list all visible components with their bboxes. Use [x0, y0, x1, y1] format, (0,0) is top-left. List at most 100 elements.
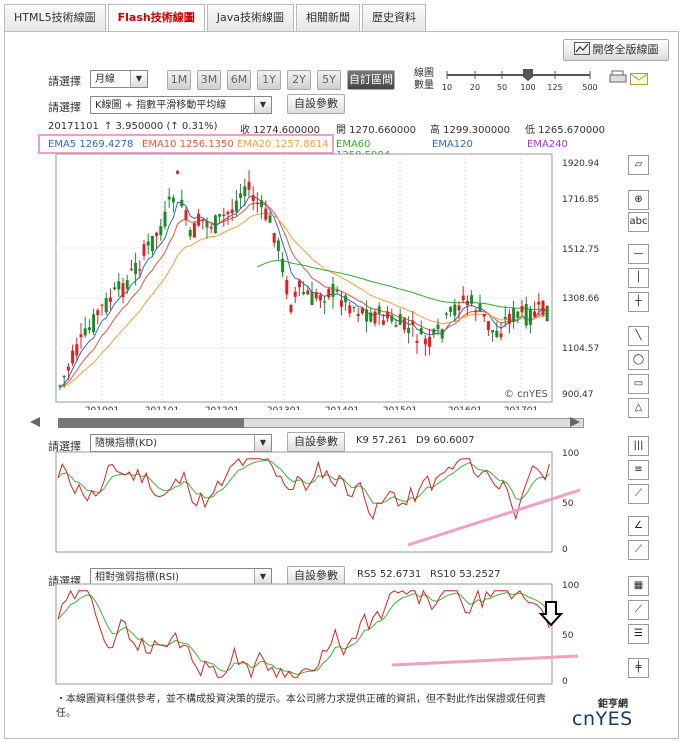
time-scrollbar[interactable] [30, 416, 584, 428]
candle-body [390, 315, 394, 322]
tab-flash-chart[interactable]: Flash技術線圖 [107, 4, 205, 33]
crosshair-icon[interactable]: ⊕ [628, 190, 649, 210]
tab-java-chart[interactable]: Java技術線圖 [206, 4, 294, 31]
vertical-line-icon[interactable]: │ [628, 268, 649, 288]
line-count-slider[interactable]: 10 20 50 100 125 500 [440, 66, 600, 92]
kd-d-value: D9 60.6007 [416, 435, 475, 446]
scroll-right-arrow[interactable] [570, 417, 580, 427]
fibonacci-fan-icon[interactable]: ⟋ [628, 600, 649, 620]
candle-body [306, 290, 310, 295]
quote-change: ↑ 3.950000 (↑ 0.31%) [104, 121, 218, 132]
candle-body [264, 208, 268, 220]
candle-body [520, 305, 524, 313]
open-full-chart-label: 開啓全版線圖 [592, 43, 659, 56]
candle-body [369, 312, 373, 322]
kd-settings-button[interactable]: 自設參數 [287, 432, 345, 452]
ema60-line [257, 259, 548, 310]
main-indicator-select[interactable]: K線圖 + 指數平滑移動平均線 ▼ [90, 96, 272, 114]
candle-body [318, 295, 322, 301]
candle-body [100, 304, 104, 306]
time-zones-icon[interactable]: ╪ [628, 658, 649, 678]
candle-body [507, 313, 511, 324]
oscillator-tick-label: 100 [562, 449, 579, 459]
range-custom-button[interactable]: 自訂區間 [347, 70, 395, 90]
scroll-thumb[interactable] [58, 418, 244, 428]
rectangle-icon[interactable]: ▭ [628, 374, 649, 394]
eraser-icon[interactable]: ▱ [628, 155, 649, 175]
candle-body [155, 232, 159, 236]
candle-body [423, 338, 427, 345]
range-3m-button[interactable]: 3M [197, 70, 221, 90]
candle-body [289, 305, 293, 313]
candle-body [419, 327, 423, 335]
rsi-chart[interactable]: 100 50 0 [0, 580, 600, 690]
print-icon[interactable] [609, 70, 627, 84]
candle-body [230, 209, 234, 214]
candle-body [117, 281, 121, 290]
candle-body [62, 375, 66, 378]
candle-body [482, 314, 486, 317]
candle-body [58, 385, 62, 388]
grid-pattern-icon[interactable]: ▦ [628, 576, 649, 596]
price-tick-label: 900.47 [562, 390, 594, 400]
range-6m-button[interactable]: 6M [227, 70, 251, 90]
slider-tick-label: 50 [497, 83, 507, 92]
ema10-line [59, 202, 548, 388]
candle-body [281, 259, 285, 273]
tab-related-news[interactable]: 相關新聞 [295, 4, 360, 31]
candle-body [163, 211, 167, 227]
kd-indicator-select[interactable]: 隨機指標(KD) ▼ [90, 434, 272, 452]
trend-line-icon[interactable]: ╲ [628, 326, 649, 346]
mail-icon[interactable] [630, 73, 648, 85]
scroll-left-arrow[interactable] [30, 417, 40, 427]
candle-body [197, 213, 201, 226]
candle-body [184, 210, 188, 220]
vertical-bars-icon[interactable]: ||| [628, 436, 649, 456]
candle-body [146, 241, 150, 246]
candle-body [71, 350, 75, 364]
period-select[interactable]: 月線 ▼ [90, 70, 148, 88]
horizontal-bars-icon[interactable]: ≡ [628, 460, 649, 480]
candle-body [188, 230, 192, 237]
candle-body [541, 300, 545, 315]
candle-body [113, 287, 117, 290]
triangle-icon[interactable]: △ [628, 398, 649, 418]
candle-body [104, 298, 108, 313]
candle-body [348, 305, 352, 314]
fan-angle-icon[interactable]: ⟋ [628, 540, 649, 560]
chevron-down-icon: ▼ [254, 435, 271, 451]
range-2y-button[interactable]: 2Y [287, 70, 311, 90]
main-settings-button[interactable]: 自設參數 [287, 94, 345, 114]
open-full-chart-button[interactable]: 開啓全版線圖 [563, 39, 669, 61]
oscillator-tick-label: 0 [562, 545, 568, 555]
time-tick-label: 201701 [504, 406, 538, 410]
kd-chart[interactable]: 100 50 0 [0, 448, 600, 558]
ema120-legend: EMA120 [432, 139, 473, 150]
cross-line-icon[interactable]: ┼ [628, 292, 649, 312]
candle-body [226, 211, 230, 215]
fan-lines-icon[interactable]: ⟋ [628, 484, 649, 504]
tab-html5-chart[interactable]: HTML5技術線圖 [4, 4, 106, 31]
candle-body [251, 195, 255, 201]
range-1m-button[interactable]: 1M [167, 70, 191, 90]
horizontal-line-icon[interactable]: — [628, 244, 649, 264]
ellipse-icon[interactable]: ◯ [628, 350, 649, 370]
fibonacci-retracement-icon[interactable]: ☰ [628, 624, 649, 644]
candle-body [108, 297, 112, 302]
candle-body [352, 307, 356, 309]
kd-indicator-value: 隨機指標(KD) [95, 438, 158, 449]
text-icon[interactable]: abc [628, 212, 649, 232]
range-1y-button[interactable]: 1Y [257, 70, 281, 90]
candle-body [192, 223, 196, 238]
time-tick-label: 201601 [448, 406, 482, 410]
price-chart[interactable]: 1920.94 1716.85 1512.75 1308.66 1104.57 900.4… [0, 150, 622, 410]
gann-fan-icon[interactable]: ∠ [628, 516, 649, 536]
candle-body [394, 324, 398, 327]
tab-history-data[interactable]: 歷史資料 [361, 4, 426, 31]
candle-body [129, 268, 133, 270]
range-5y-button[interactable]: 5Y [317, 70, 341, 90]
period-select-value: 月線 [95, 74, 115, 85]
candle-body [171, 197, 175, 203]
candle-body [528, 309, 532, 325]
candle-body [331, 283, 335, 297]
